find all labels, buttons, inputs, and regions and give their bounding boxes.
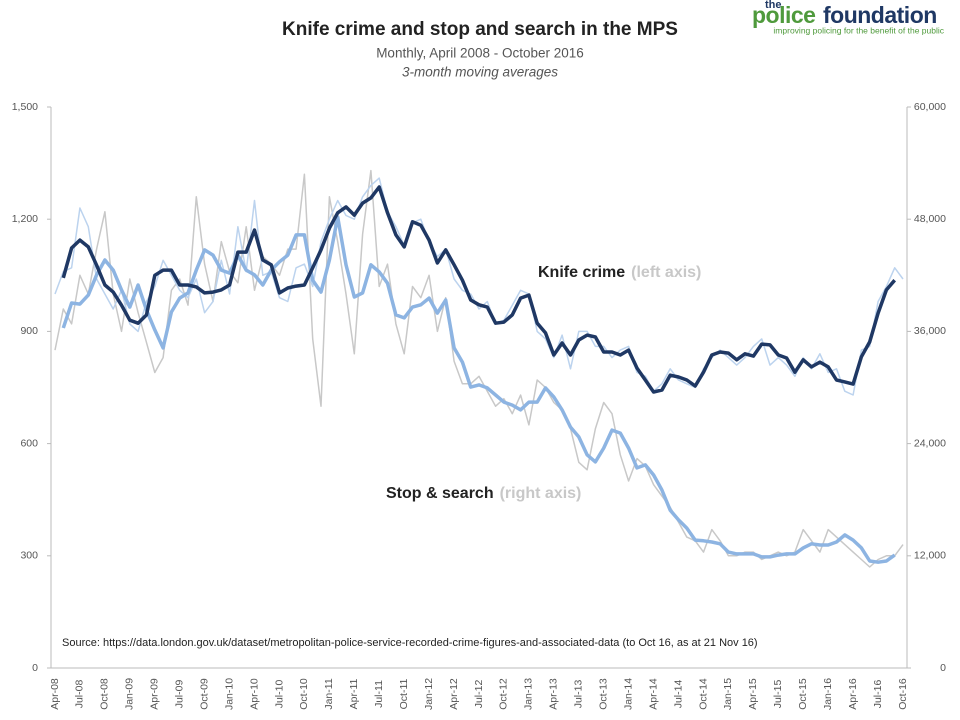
- x-tick-label: Oct-09: [198, 678, 210, 710]
- x-tick-label: Apr-12: [448, 678, 460, 710]
- x-tick-label: Apr-14: [647, 678, 659, 710]
- y-tick-label: 900: [20, 325, 38, 337]
- y-tick-label: 0: [32, 662, 38, 674]
- y-tick-label: 1,200: [12, 213, 38, 225]
- y2-tick-label: 0: [940, 662, 946, 674]
- series-line: [61, 215, 896, 564]
- y2-tick-label: 24,000: [914, 437, 946, 449]
- x-tick-label: Jul-12: [473, 680, 485, 709]
- y-tick-label: 600: [20, 437, 38, 449]
- y-tick-label: 1,500: [12, 101, 38, 113]
- series-name: Stop & search: [386, 485, 494, 502]
- y2-tick-label: 60,000: [914, 101, 946, 113]
- logo-small: the: [765, 0, 782, 11]
- x-tick-label: Apr-15: [747, 678, 759, 710]
- x-tick-label: Oct-15: [797, 678, 809, 710]
- logo-tagline: improving policing for the benefit of th…: [773, 25, 944, 35]
- series-name: Knife crime: [538, 264, 625, 281]
- x-tick-label: Jul-09: [173, 680, 185, 709]
- x-tick-label: Jul-10: [273, 680, 285, 709]
- source-note: Source: https://data.london.gov.uk/datas…: [62, 637, 758, 649]
- x-tick-label: Jul-15: [772, 680, 784, 709]
- x-tick-label: Jul-11: [373, 680, 385, 708]
- x-tick-label: Oct-12: [498, 678, 510, 710]
- logo-first: police: [752, 2, 815, 28]
- y2-tick-label: 48,000: [914, 213, 946, 225]
- x-tick-label: Jan-15: [722, 678, 734, 710]
- series-label: Stop & search (right axis): [386, 485, 581, 502]
- x-tick-label: Apr-13: [548, 678, 560, 710]
- x-tick-label: Oct-16: [897, 678, 909, 710]
- x-tick-label: Jan-16: [822, 678, 834, 710]
- series-line: [61, 185, 897, 394]
- x-tick-label: Jan-13: [523, 678, 535, 710]
- x-tick-label: Oct-11: [398, 678, 410, 709]
- x-tick-label: Oct-08: [99, 678, 111, 710]
- x-tick-label: Jul-13: [573, 680, 585, 709]
- logo: the police foundation improving policing…: [752, 0, 945, 35]
- raw-line: [54, 177, 904, 396]
- x-tick-label: Oct-14: [697, 678, 709, 710]
- x-tick-label: Oct-10: [298, 678, 310, 710]
- x-tick-label: Jan-14: [622, 678, 634, 710]
- x-tick-label: Apr-10: [248, 678, 260, 710]
- x-tick-label: Jul-08: [74, 680, 86, 709]
- y-tick-label: 300: [20, 550, 38, 562]
- y2-tick-label: 12,000: [914, 550, 946, 562]
- chart-title: Knife crime and stop and search in the M…: [282, 19, 678, 40]
- x-tick-label: Jan-11: [323, 678, 335, 709]
- x-tick-label: Apr-16: [847, 678, 859, 710]
- chart-note: 3-month moving averages: [402, 65, 558, 80]
- series-label: Knife crime (left axis): [538, 264, 701, 281]
- axis-hint: (left axis): [631, 264, 701, 281]
- x-tick-label: Oct-13: [597, 678, 609, 710]
- x-tick-label: Jul-14: [672, 680, 684, 709]
- x-tick-label: Jan-09: [124, 678, 136, 710]
- x-tick-label: Jul-16: [872, 680, 884, 709]
- chart-subtitle: Monthly, April 2008 - October 2016: [376, 46, 584, 61]
- x-tick-label: Jan-12: [423, 678, 435, 710]
- raw-line: [54, 169, 904, 568]
- y2-tick-label: 36,000: [914, 325, 946, 337]
- axis-hint: (right axis): [500, 485, 582, 502]
- x-tick-label: Jan-10: [223, 678, 235, 710]
- logo-second: foundation: [823, 2, 937, 28]
- x-tick-label: Apr-09: [149, 678, 161, 710]
- x-tick-label: Apr-08: [49, 678, 61, 710]
- x-tick-label: Apr-11: [348, 678, 360, 709]
